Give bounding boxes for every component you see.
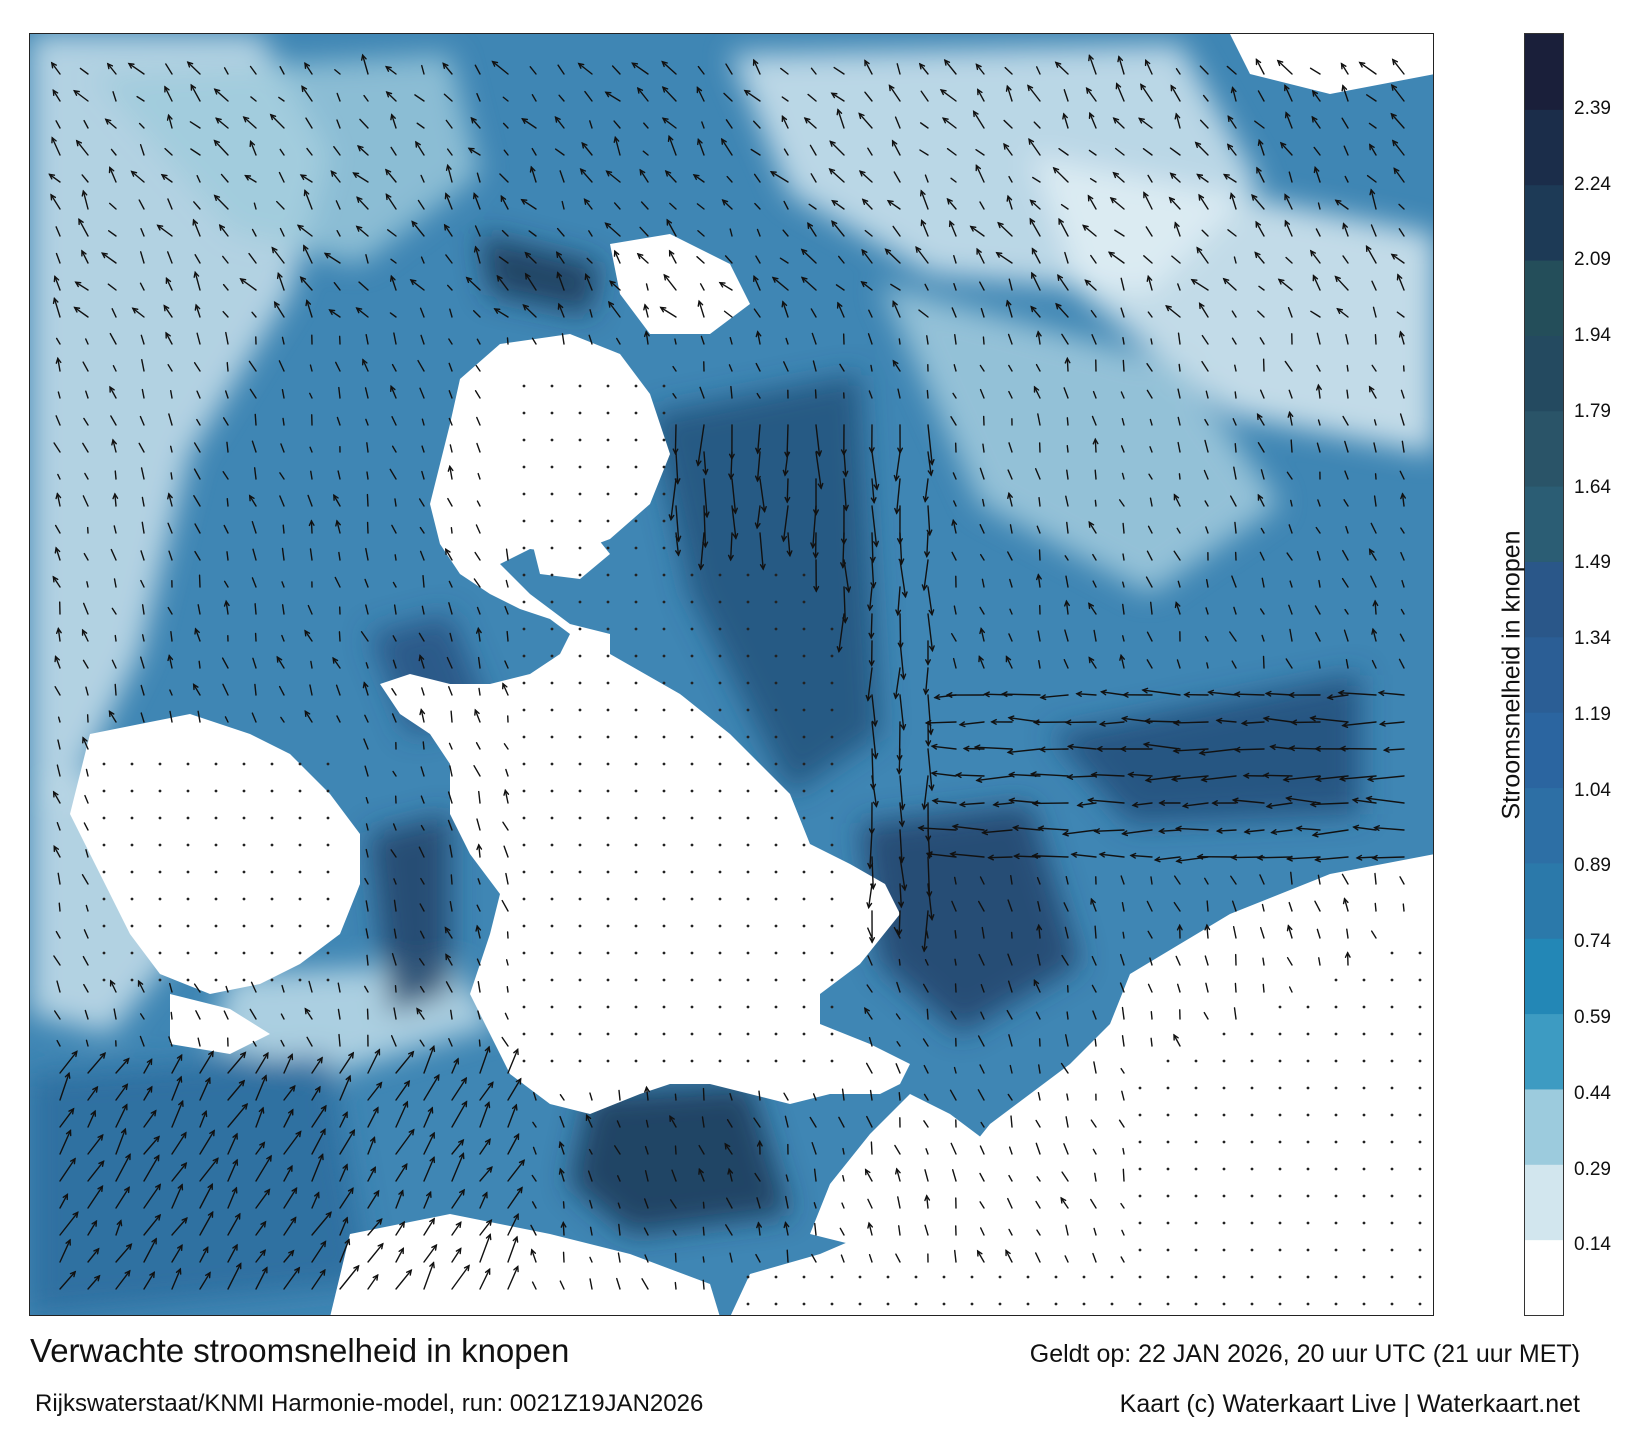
legend-color-band — [1525, 787, 1563, 864]
current-arrows — [48, 53, 1407, 1290]
legend-color-band — [1525, 410, 1563, 487]
legend-title: Stroomsnelheid in knopen — [1497, 530, 1526, 820]
water-shading — [30, 34, 1433, 1315]
model-run-subtitle: Rijkswaterstaat/KNMI Harmonie-model, run… — [35, 1390, 704, 1417]
legend-color-band — [1525, 1088, 1563, 1165]
legend-tick-label: 1.94 — [1574, 325, 1611, 347]
current-map[interactable] — [29, 33, 1434, 1316]
legend-tick-label: 0.59 — [1574, 1006, 1611, 1028]
legend-color-band — [1525, 335, 1563, 412]
color-legend — [1524, 33, 1564, 1316]
legend-color-band — [1525, 712, 1563, 789]
legend-tick-label: 0.29 — [1574, 1158, 1611, 1180]
legend-color-band — [1525, 109, 1563, 186]
legend-tick-label: 1.79 — [1574, 400, 1611, 422]
legend-color-band — [1525, 938, 1563, 1015]
legend-tick-label: 1.19 — [1574, 703, 1611, 725]
map-title: Verwachte stroomsnelheid in knopen — [30, 1332, 570, 1369]
legend-tick-label: 2.39 — [1574, 97, 1611, 119]
grid-dots — [102, 384, 1422, 1306]
legend-tick-label: 0.74 — [1574, 931, 1611, 953]
legend-color-band — [1525, 486, 1563, 562]
legend-color-band — [1525, 260, 1563, 336]
legend-color-band — [1525, 184, 1563, 261]
legend-color-band — [1525, 1013, 1563, 1090]
map-credit: Kaart (c) Waterkaart Live | Waterkaart.n… — [1119, 1390, 1580, 1418]
legend-color-band — [1525, 862, 1563, 939]
legend-tick-label: 2.24 — [1574, 173, 1611, 195]
map-canvas — [30, 34, 1433, 1315]
legend-color-band — [1525, 636, 1563, 713]
legend-tick-label: 0.89 — [1574, 855, 1611, 877]
legend-tick-label: 2.09 — [1574, 249, 1611, 271]
legend-tick-label: 1.34 — [1574, 628, 1611, 650]
valid-time: Geldt op: 22 JAN 2026, 20 uur UTC (21 uu… — [1029, 1340, 1580, 1368]
legend-color-band — [1525, 1164, 1563, 1241]
legend-tick-label: 0.44 — [1574, 1082, 1611, 1104]
land — [70, 34, 1433, 1315]
legend-color-band — [1525, 34, 1563, 110]
legend-tick-label: 1.64 — [1574, 476, 1611, 498]
legend-tick-label: 1.49 — [1574, 552, 1611, 574]
legend-colorbar — [1525, 34, 1563, 1315]
legend-color-band — [1525, 561, 1563, 638]
legend-tick-label: 1.04 — [1574, 779, 1611, 801]
legend-tick-label: 0.14 — [1574, 1234, 1611, 1256]
legend-color-band — [1525, 1239, 1563, 1315]
